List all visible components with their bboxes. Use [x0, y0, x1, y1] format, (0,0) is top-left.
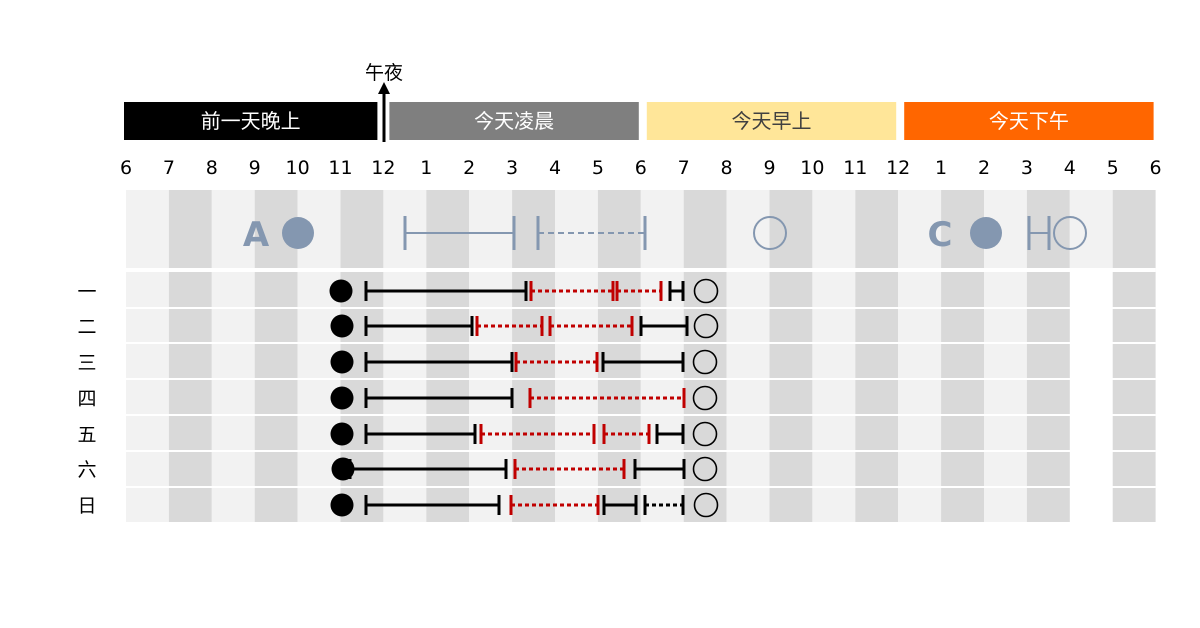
grid-column [812, 190, 856, 522]
grid-column [555, 190, 598, 522]
legend-filled-circle [282, 217, 314, 249]
day-row-3 [330, 349, 718, 375]
hour-tick-label: 4 [549, 157, 561, 179]
sleep-start-dot [330, 314, 354, 338]
sleep-end-circle [692, 421, 718, 447]
grid-column [426, 190, 470, 522]
sleep-start-dot [330, 493, 354, 517]
period-label: 今天凌晨 [474, 109, 554, 133]
hour-tick-label: 1 [420, 157, 432, 179]
day-label: 三 [77, 352, 96, 374]
day-label: 五 [77, 424, 96, 446]
grid-column [1069, 190, 1113, 270]
day-row-7 [330, 492, 719, 518]
midnight-label: 午夜 [365, 62, 403, 84]
day-label: 六 [77, 459, 96, 481]
period-band [646, 102, 897, 140]
sleep-end-circle [692, 349, 718, 375]
hour-tick-label: 12 [371, 157, 395, 179]
grid-background [126, 190, 1156, 522]
legend-open-circle [1053, 216, 1087, 250]
grid-column [898, 190, 942, 522]
period-label: 前一天晚上 [201, 109, 301, 133]
hour-tick-label: 1 [935, 157, 947, 179]
hour-tick-label: 10 [286, 157, 310, 179]
hour-tick-label: 12 [886, 157, 910, 179]
legend-open-circle [753, 216, 787, 250]
hour-tick-label: 9 [249, 157, 261, 179]
period-label: 今天早上 [732, 109, 812, 133]
hour-tick-label: 6 [120, 157, 132, 179]
hour-tick-label: 2 [463, 157, 475, 179]
grid-column [640, 190, 684, 522]
day-label: 日 [77, 495, 96, 517]
day-row-6 [331, 456, 718, 482]
midnight-marker: 午夜 [365, 62, 403, 142]
sleep-end-circle [693, 492, 719, 518]
legend-a-label: A [243, 215, 270, 255]
day-row-1 [329, 278, 719, 304]
sleep-end-circle [692, 456, 718, 482]
sleep-end-circle [693, 278, 719, 304]
hour-tick-label: 5 [1107, 157, 1119, 179]
hour-tick-label: 11 [843, 157, 867, 179]
grid-column [726, 190, 770, 522]
period-label: 今天下午 [989, 109, 1069, 133]
sleep-end-circle [692, 385, 718, 411]
hour-tick-label: 8 [721, 157, 733, 179]
grid-column [855, 190, 899, 522]
hour-axis: 6 7 8 9 10 11 12 1 2 3 4 5 6 7 8 9 10 11 12 1 2 3 4 5 6 [120, 157, 1162, 179]
hour-tick-label: 7 [163, 157, 175, 179]
hour-tick-label: 3 [1021, 157, 1033, 179]
hour-tick-label: 6 [1150, 157, 1162, 179]
day-row-5 [330, 421, 718, 447]
grid-column [1112, 190, 1156, 522]
sleep-start-dot [330, 350, 354, 374]
hour-tick-label: 11 [328, 157, 352, 179]
period-header: 前一天晚上 今天凌晨 今天早上 今天下午 [124, 102, 1154, 140]
period-band [389, 102, 639, 140]
sleep-start-dot [330, 386, 354, 410]
day-row-4 [330, 385, 718, 411]
hour-tick-label: 6 [635, 157, 647, 179]
sleep-start-dot [330, 422, 354, 446]
grid-column [683, 190, 727, 522]
day-row-2 [330, 313, 719, 339]
grid-column [769, 190, 813, 522]
hour-tick-label: 3 [506, 157, 518, 179]
hour-tick-label: 4 [1064, 157, 1076, 179]
hour-tick-label: 2 [978, 157, 990, 179]
day-label: 一 [77, 281, 96, 303]
legend-c-label: C [928, 215, 953, 255]
hour-tick-label: 9 [763, 157, 775, 179]
day-rows [329, 278, 719, 518]
period-band [124, 102, 378, 140]
grid-column [512, 190, 555, 522]
hour-tick-label: 7 [678, 157, 690, 179]
grid-column [211, 190, 255, 522]
grid-column [126, 190, 169, 522]
legend-filled-circle [970, 217, 1002, 249]
day-label: 二 [77, 316, 96, 338]
hour-tick-label: 10 [800, 157, 824, 179]
day-label: 四 [77, 388, 96, 410]
sleep-end-circle [693, 313, 719, 339]
period-band [904, 102, 1154, 140]
hour-tick-label: 8 [206, 157, 218, 179]
sleep-start-dot [329, 279, 353, 303]
grid-column [168, 190, 212, 522]
hour-tick-label: 5 [592, 157, 604, 179]
